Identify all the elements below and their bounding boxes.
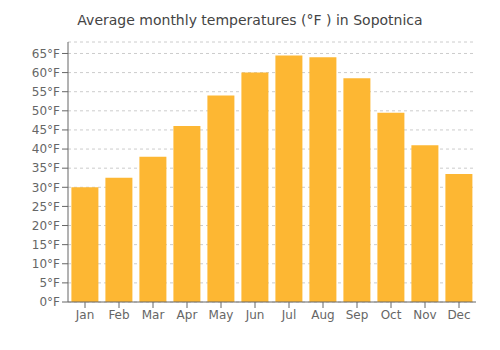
svg-text:Jan: Jan [75, 308, 95, 322]
svg-text:Dec: Dec [447, 308, 470, 322]
svg-text:15°F: 15°F [32, 238, 60, 252]
svg-text:Jun: Jun [245, 308, 265, 322]
svg-text:65°F: 65°F [32, 47, 60, 61]
svg-text:60°F: 60°F [32, 66, 60, 80]
svg-text:May: May [209, 308, 234, 322]
svg-text:0°F: 0°F [39, 295, 60, 309]
svg-text:Feb: Feb [108, 308, 129, 322]
svg-text:55°F: 55°F [32, 85, 60, 99]
svg-text:35°F: 35°F [32, 161, 60, 175]
svg-text:Oct: Oct [381, 308, 402, 322]
svg-text:5°F: 5°F [39, 276, 60, 290]
svg-text:Jul: Jul [281, 308, 296, 322]
svg-text:Nov: Nov [413, 308, 436, 322]
svg-text:45°F: 45°F [32, 123, 60, 137]
svg-text:Mar: Mar [142, 308, 165, 322]
svg-text:Aug: Aug [311, 308, 334, 322]
svg-text:20°F: 20°F [32, 219, 60, 233]
svg-text:50°F: 50°F [32, 104, 60, 118]
svg-text:30°F: 30°F [32, 181, 60, 195]
svg-text:25°F: 25°F [32, 200, 60, 214]
svg-text:Apr: Apr [177, 308, 198, 322]
svg-text:40°F: 40°F [32, 142, 60, 156]
svg-text:Sep: Sep [346, 308, 369, 322]
html-text:Average monthly temperatures (: Average monthly temperatures (°F ) in So… [77, 12, 423, 28]
svg-text:10°F: 10°F [32, 257, 60, 271]
